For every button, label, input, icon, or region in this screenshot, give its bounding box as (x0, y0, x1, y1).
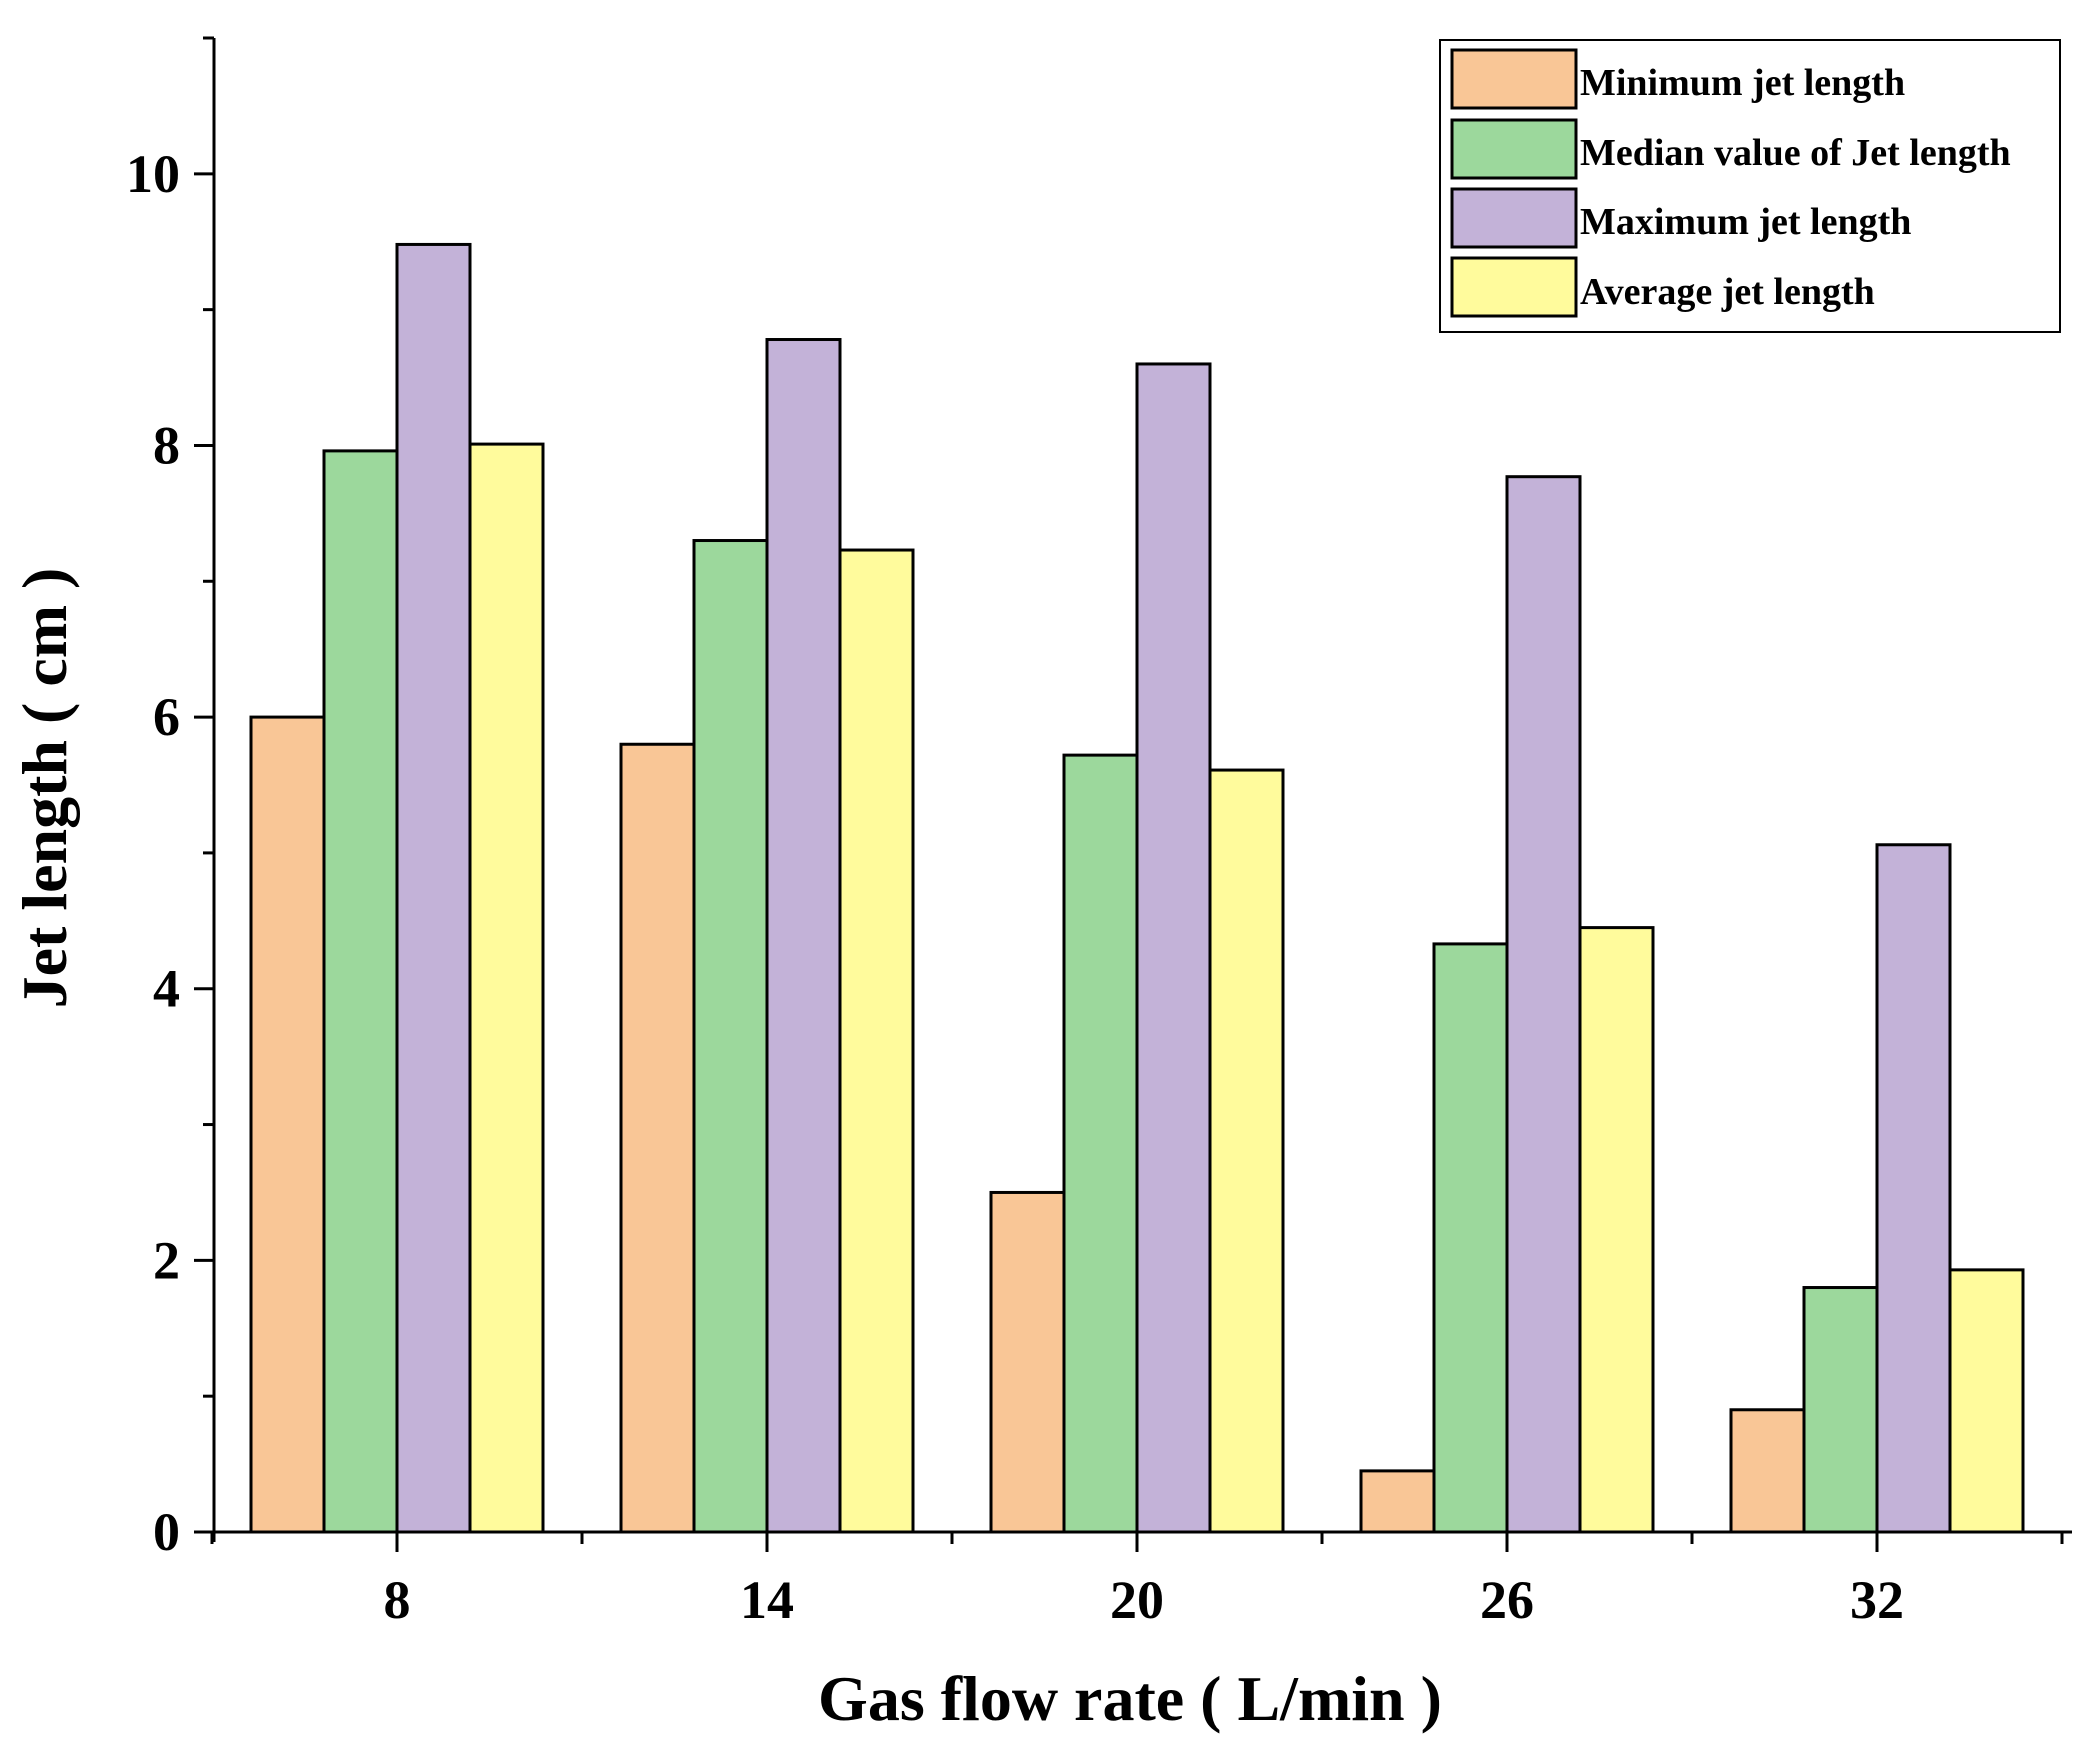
x-tick-label: 8 (384, 1570, 411, 1630)
x-axis-title: Gas flow rate ( L/min ) (818, 1663, 1442, 1734)
bar-median-value-of-jet-length-32 (1802, 1286, 1879, 1534)
bars-layer (249, 242, 2025, 1534)
bar-maximum-jet-length-20 (1135, 362, 1212, 1534)
bar-average-jet-length-20 (1208, 768, 1285, 1534)
bar-minimum-jet-length-32 (1729, 1408, 1806, 1534)
bar-median-value-of-jet-length-14 (692, 539, 769, 1534)
bar-average-jet-length-8 (468, 442, 545, 1534)
bar-median-value-of-jet-length-8 (322, 449, 399, 1534)
bar-median-value-of-jet-length-26 (1432, 942, 1509, 1534)
bar-average-jet-length-26 (1578, 926, 1655, 1534)
legend-swatch-maximum (1450, 187, 1578, 249)
legend-item-minimum: Minimum jet length (1450, 48, 1905, 110)
legend: Minimum jet length Median value of Jet l… (1439, 39, 2061, 333)
bar-maximum-jet-length-8 (395, 242, 472, 1534)
x-tick-label: 14 (740, 1570, 794, 1630)
y-tick-label: 10 (126, 144, 180, 204)
y-axis-title: Jet length ( cm ) (9, 568, 80, 1009)
x-ticks: 8 14 20 26 32 (210, 1532, 2064, 1630)
bar-minimum-jet-length-20 (989, 1190, 1066, 1534)
legend-swatch-median (1450, 118, 1578, 180)
legend-label-maximum: Maximum jet length (1580, 201, 1911, 243)
legend-label-minimum: Minimum jet length (1580, 62, 1905, 104)
x-tick-label: 32 (1850, 1570, 1904, 1630)
legend-label-median: Median value of Jet length (1580, 132, 2011, 174)
bar-maximum-jet-length-26 (1505, 475, 1582, 1534)
bar-average-jet-length-32 (1948, 1268, 2025, 1534)
bar-median-value-of-jet-length-20 (1062, 753, 1139, 1534)
y-tick-label: 6 (153, 687, 180, 747)
legend-label-average: Average jet length (1580, 271, 1875, 313)
legend-item-median: Median value of Jet length (1450, 118, 2011, 180)
bar-minimum-jet-length-8 (249, 715, 326, 1534)
y-tick-label: 8 (153, 415, 180, 475)
legend-item-maximum: Maximum jet length (1450, 187, 1911, 249)
bar-minimum-jet-length-26 (1359, 1469, 1436, 1534)
legend-swatch-average (1450, 256, 1578, 318)
y-ticks: 0 2 4 6 8 10 (126, 36, 214, 1562)
y-tick-label: 2 (153, 1230, 180, 1290)
bar-minimum-jet-length-14 (619, 742, 696, 1534)
bar-average-jet-length-14 (838, 548, 915, 1534)
y-tick-label: 0 (153, 1502, 180, 1562)
legend-item-average: Average jet length (1450, 256, 1875, 318)
bar-maximum-jet-length-14 (765, 338, 842, 1534)
axes-layer (212, 38, 2072, 1542)
bar-maximum-jet-length-32 (1875, 843, 1952, 1534)
y-tick-label: 4 (153, 959, 180, 1019)
x-tick-label: 20 (1110, 1570, 1164, 1630)
legend-swatch-minimum (1450, 48, 1578, 110)
x-tick-label: 26 (1480, 1570, 1534, 1630)
